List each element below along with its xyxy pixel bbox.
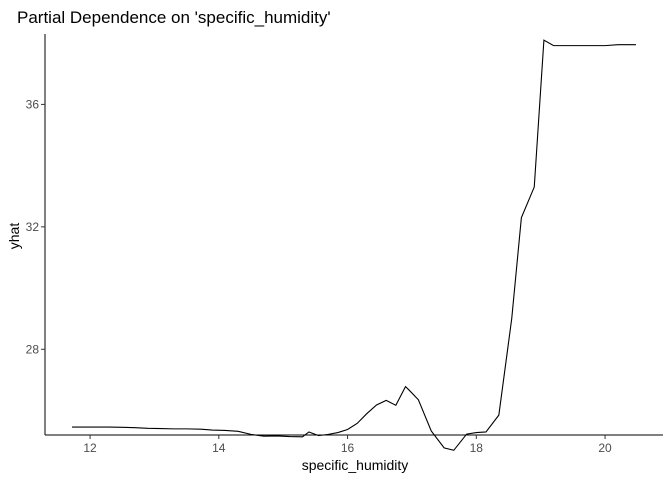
x-tick-label: 18 <box>470 441 484 455</box>
x-tick-label: 12 <box>83 441 97 455</box>
y-axis-ticks: 28 32 36 <box>26 97 45 356</box>
chart-title: Partial Dependence on 'specific_humidity… <box>17 8 331 27</box>
x-tick-label: 16 <box>341 441 355 455</box>
y-tick-label: 32 <box>26 220 40 234</box>
plot-area: 28 32 36 12 14 16 18 20 <box>26 34 663 455</box>
x-axis-title: specific_humidity <box>302 457 409 473</box>
x-axis-ticks: 12 14 16 18 20 <box>83 435 612 455</box>
x-tick-label: 14 <box>212 441 226 455</box>
y-axis-title: yhat <box>6 223 22 250</box>
y-tick-label: 28 <box>26 342 40 356</box>
x-tick-label: 20 <box>598 441 612 455</box>
series-group <box>72 39 636 451</box>
series-line-0 <box>72 39 636 451</box>
y-tick-label: 36 <box>26 97 40 111</box>
